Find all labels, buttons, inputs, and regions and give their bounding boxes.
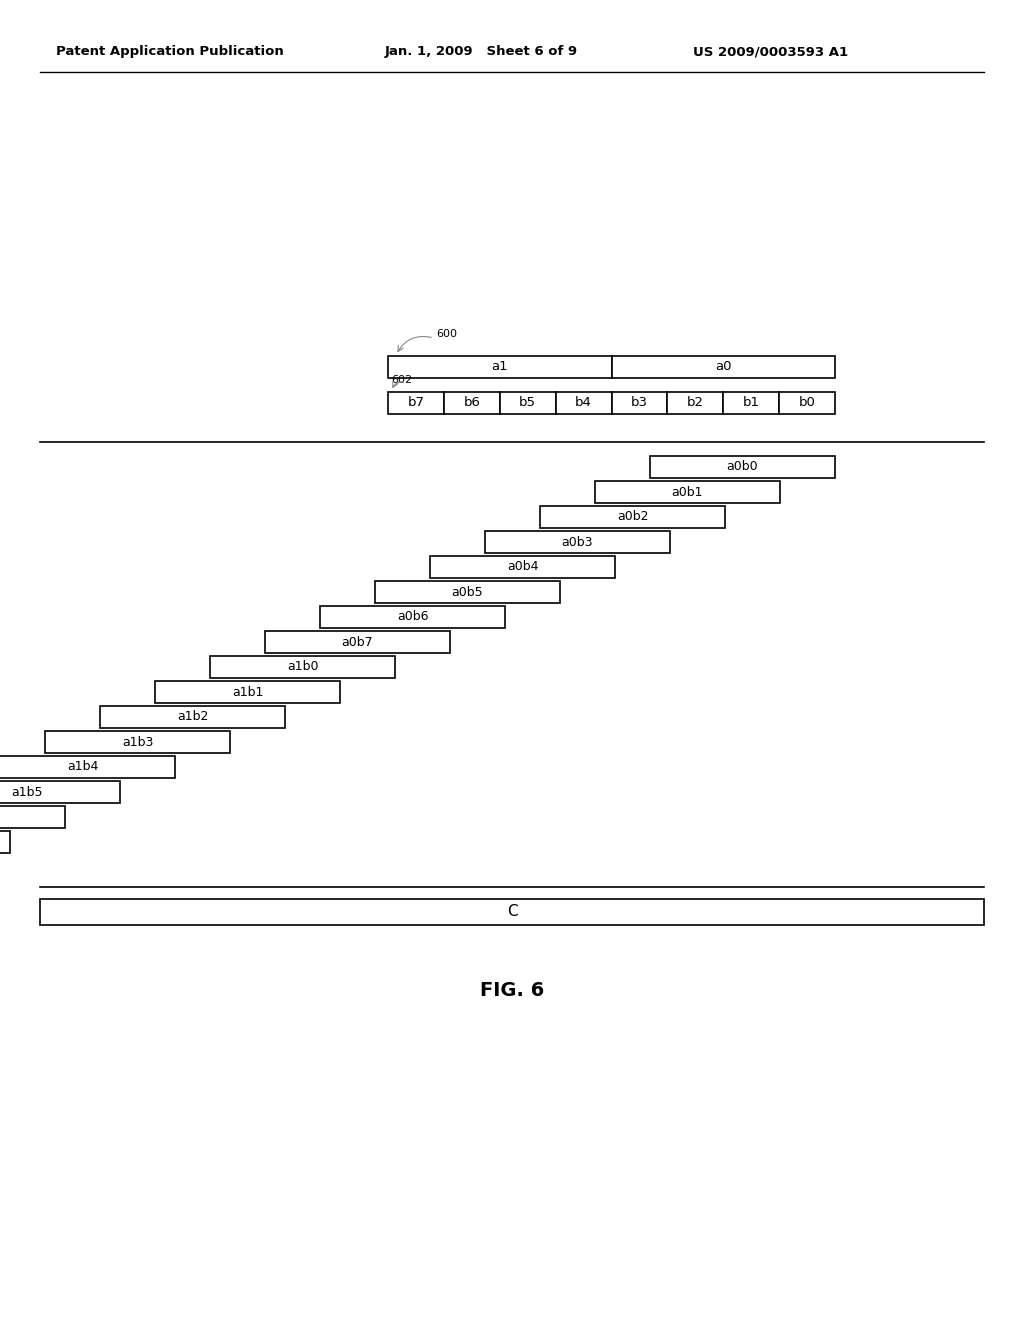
Text: b4: b4 [575, 396, 592, 409]
Bar [319, 606, 505, 628]
Bar [595, 480, 780, 503]
Bar [668, 392, 723, 414]
Text: b6: b6 [464, 396, 480, 409]
Text: b5: b5 [519, 396, 537, 409]
Bar [40, 899, 984, 925]
Text: b3: b3 [631, 396, 648, 409]
Text: C: C [507, 904, 517, 920]
Bar [265, 631, 450, 653]
Text: a0b3: a0b3 [562, 536, 593, 549]
Bar [430, 556, 615, 578]
Text: b2: b2 [687, 396, 703, 409]
Text: b7: b7 [408, 396, 424, 409]
Text: b1: b1 [742, 396, 760, 409]
Text: FIG. 6: FIG. 6 [480, 981, 544, 999]
Text: a0b0: a0b0 [727, 461, 759, 474]
Text: b0: b0 [799, 396, 815, 409]
Text: 600: 600 [436, 329, 457, 339]
Text: a0b1: a0b1 [672, 486, 703, 499]
Text: 602: 602 [391, 375, 412, 385]
Text: a1b0: a1b0 [287, 660, 318, 673]
Text: US 2009/0003593 A1: US 2009/0003593 A1 [693, 45, 848, 58]
Bar [0, 832, 10, 853]
Text: a0b7: a0b7 [342, 635, 374, 648]
Bar [485, 531, 670, 553]
Bar [556, 392, 611, 414]
Bar [375, 581, 560, 603]
Bar [540, 506, 725, 528]
Text: a0b4: a0b4 [507, 561, 539, 573]
Bar [0, 756, 175, 777]
Bar [611, 392, 668, 414]
Bar [611, 356, 835, 378]
Text: Patent Application Publication: Patent Application Publication [56, 45, 284, 58]
Text: a0b6: a0b6 [396, 610, 428, 623]
Text: a1b5: a1b5 [11, 785, 43, 799]
Bar [0, 807, 65, 828]
Text: Jan. 1, 2009   Sheet 6 of 9: Jan. 1, 2009 Sheet 6 of 9 [385, 45, 579, 58]
Text: a1b2: a1b2 [177, 710, 208, 723]
Bar [45, 731, 230, 752]
Bar [779, 392, 835, 414]
Text: a0b5: a0b5 [452, 586, 483, 598]
Text: a1b3: a1b3 [122, 735, 154, 748]
Bar [500, 392, 556, 414]
Text: a1: a1 [492, 360, 508, 374]
Bar [650, 455, 835, 478]
Text: a0: a0 [715, 360, 731, 374]
Bar [388, 392, 443, 414]
Bar [0, 781, 120, 803]
Text: a1b4: a1b4 [67, 760, 98, 774]
Text: a1b1: a1b1 [231, 685, 263, 698]
Bar [100, 706, 285, 729]
Text: a0b2: a0b2 [616, 511, 648, 524]
Bar [155, 681, 340, 704]
Bar [443, 392, 500, 414]
Bar [388, 356, 611, 378]
Bar [723, 392, 779, 414]
Bar [210, 656, 395, 678]
